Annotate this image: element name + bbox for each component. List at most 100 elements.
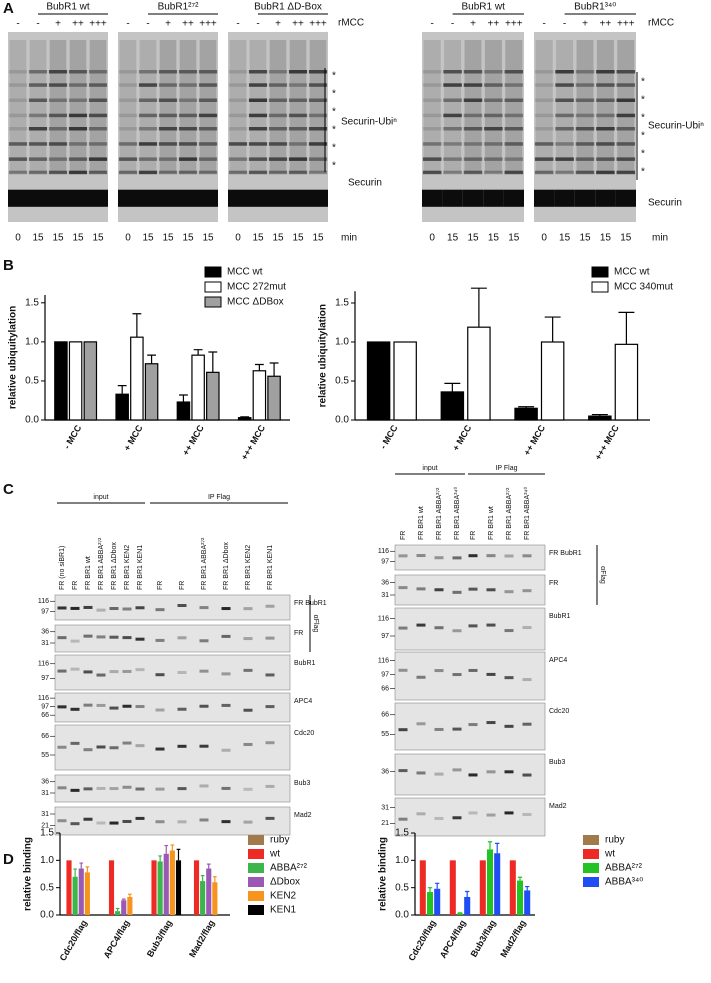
legend-label: MCC 340mut (614, 282, 673, 293)
gel-band (308, 157, 328, 161)
mw-marker: 21 (41, 823, 49, 830)
gel-band (48, 142, 68, 146)
error-bar (444, 382, 461, 392)
gel-band (504, 98, 524, 102)
gel-band (118, 98, 138, 102)
gel-smear (535, 40, 553, 173)
gel-band (504, 70, 524, 74)
blot-band (522, 678, 532, 682)
lane-label: FR BR1 KEN1 (267, 545, 274, 590)
row-label: Mad2 (549, 803, 567, 810)
error-bar (254, 363, 264, 371)
bar (83, 341, 98, 421)
gel-band (48, 83, 68, 87)
x-tick-label: ++ MCC (522, 423, 548, 457)
blot-band (57, 786, 67, 790)
y-tick-label: 1.5 (40, 828, 54, 839)
error-bar (193, 349, 203, 356)
smear-label: Securin-Ubiⁿ (341, 117, 397, 128)
blot-band (70, 707, 80, 711)
blot-band (96, 703, 106, 707)
gel-band (596, 83, 615, 87)
gel-band (248, 189, 268, 207)
mw-marker: 116 (38, 598, 49, 605)
gel-band (288, 98, 308, 102)
bar (108, 860, 115, 915)
blot-band (434, 626, 444, 630)
asterisk: * (641, 131, 645, 142)
gel-band (68, 83, 88, 87)
asterisk: * (641, 95, 645, 106)
blot (54, 692, 291, 723)
gel-band (616, 142, 636, 146)
x-tick-label: Mad2/flag (187, 918, 216, 959)
asterisk: * (641, 113, 645, 124)
bar (419, 860, 426, 915)
bar (252, 370, 267, 421)
gel-band (118, 170, 138, 175)
gel-band (198, 142, 218, 146)
gel-band (228, 142, 248, 146)
lane-sign: - (451, 19, 454, 30)
lane-label: FR BR1 ΔDbox (223, 542, 230, 590)
asterisk: * (641, 167, 645, 178)
gel-band (443, 83, 462, 87)
gel-band (616, 157, 636, 161)
mw-marker: 97 (381, 633, 389, 640)
gel-band (463, 113, 483, 118)
gel-band (534, 70, 554, 74)
mw-marker: 36 (41, 779, 49, 786)
blot (394, 607, 546, 651)
gel-band (575, 157, 595, 161)
gel-band (48, 70, 68, 74)
gel-band (198, 98, 218, 102)
legend-label: ruby (605, 835, 624, 846)
error-bar (164, 844, 169, 854)
gel-band (138, 189, 158, 207)
blot-band (468, 624, 478, 628)
gel-band (118, 142, 138, 146)
gel-band (228, 189, 248, 207)
gel-band (422, 189, 443, 207)
gel-band (138, 142, 158, 146)
bar (479, 860, 486, 915)
error-bar (79, 862, 84, 869)
blot (54, 594, 291, 621)
legend-label: ABBA³⁴⁰ (605, 877, 643, 888)
gel-band (555, 127, 574, 131)
blot-band (199, 606, 209, 610)
legend-label: MCC ΔDBox (227, 297, 284, 308)
blot-band (265, 673, 275, 677)
gel-band (138, 70, 158, 74)
lane-label: FR BR1 KEN2 (124, 545, 131, 590)
blot-band (243, 787, 253, 791)
gel-band (575, 98, 595, 102)
gel-band (534, 189, 555, 207)
bar (494, 853, 501, 915)
gel-band (248, 170, 268, 175)
gel-band (596, 157, 615, 161)
gel-band (158, 113, 178, 118)
gel-band (596, 142, 615, 146)
blot-band (398, 769, 408, 773)
blot-band (416, 623, 426, 627)
gel-band (555, 70, 574, 74)
mw-marker: 36 (381, 768, 389, 775)
gel-band (68, 127, 88, 131)
gel-band (178, 127, 198, 131)
row-label: APC4 (294, 698, 312, 705)
gel-band (268, 142, 288, 146)
gel-band (248, 127, 268, 131)
time-label: 0 (235, 233, 241, 244)
blot-band (398, 728, 408, 732)
y-axis-label: relative ubiquitylation (318, 304, 329, 407)
blot-band (416, 812, 426, 816)
blot-band (522, 773, 532, 777)
legend-swatch (583, 877, 599, 887)
blot-band (265, 816, 275, 820)
gel-band (118, 83, 138, 87)
gel-band (178, 157, 198, 161)
gel-band (616, 83, 636, 87)
gel-band (443, 98, 462, 102)
